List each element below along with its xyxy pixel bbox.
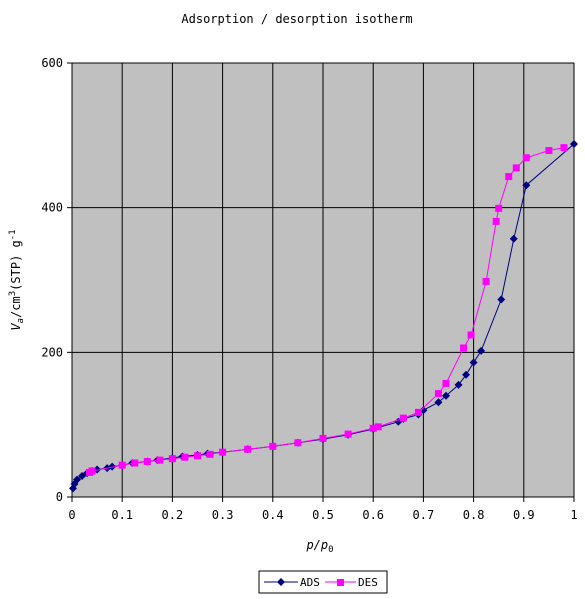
data-point-des (505, 173, 513, 181)
data-point-des (482, 277, 490, 285)
data-point-des (181, 453, 189, 461)
data-point-des (294, 439, 302, 447)
data-point-des (344, 430, 352, 438)
data-point-ads (73, 475, 82, 484)
data-point-des (269, 442, 277, 450)
data-point-ads (477, 346, 486, 355)
y-tick-label: 200 (41, 345, 63, 359)
data-point-des (522, 154, 530, 162)
x-tick-labels: 0 0.1 0.2 0.3 0.4 0.5 0.6 0.7 0.8 0.9 1 (68, 508, 577, 522)
y-tick-label: 400 (41, 201, 63, 215)
data-point-des (194, 452, 201, 460)
y-tick-label: 0 (56, 490, 63, 504)
data-point-ads (454, 380, 463, 389)
data-point-des (399, 414, 407, 422)
x-tick-label: 0 (68, 508, 75, 522)
x-tick-label: 0.6 (362, 508, 384, 522)
data-point-ads (108, 462, 117, 471)
data-point-des (495, 204, 503, 212)
data-point-des (118, 461, 126, 469)
data-point-ads (509, 234, 518, 243)
data-point-des (168, 455, 176, 463)
data-point-des (244, 445, 252, 453)
data-point-des (143, 458, 151, 466)
data-point-des (374, 423, 382, 431)
data-point-des (369, 424, 377, 432)
x-tick-label: 0.3 (212, 508, 234, 522)
x-tick-label: 1 (570, 508, 577, 522)
data-point-des (467, 331, 475, 339)
data-point-ads (441, 391, 450, 400)
data-point-des (560, 144, 568, 152)
data-point-des (545, 147, 553, 155)
data-point-ads (497, 295, 506, 304)
data-point-ads (570, 140, 578, 149)
data-point-des (442, 379, 450, 387)
x-tick-label: 0.2 (162, 508, 184, 522)
data-point-des (156, 456, 164, 464)
data-point-ads (469, 358, 478, 367)
data-point-des (206, 450, 214, 458)
x-tick-label: 0.9 (513, 508, 535, 522)
data-point-des (460, 344, 468, 352)
legend-des-label: DES (358, 576, 378, 589)
legend-des-marker (337, 579, 344, 586)
y-tick-label: 600 (41, 56, 63, 70)
chart-title: Adsorption / desorption isotherm (181, 12, 412, 26)
series-des (86, 144, 568, 476)
x-tick-label: 0.5 (312, 508, 334, 522)
data-point-ads (462, 370, 471, 379)
data-point-des (492, 217, 500, 225)
grid-lines (67, 62, 575, 502)
x-tick-label: 0.8 (463, 508, 485, 522)
data-point-ads (434, 398, 443, 407)
y-tick-labels: 0 200 400 600 (41, 56, 63, 504)
series-layer (69, 140, 578, 493)
legend: ADS DES (258, 570, 388, 594)
data-point-des (131, 459, 139, 467)
data-point-des (88, 467, 96, 475)
data-point-des (434, 390, 442, 398)
svg-text:Va/cm3(STP) g-1: Va/cm3(STP) g-1 (8, 229, 26, 330)
legend-box (258, 570, 388, 594)
x-tick-label: 0.4 (262, 508, 284, 522)
data-point-des (414, 408, 422, 416)
legend-ads-label: ADS (300, 576, 320, 589)
y-axis-label: Va/cm3(STP) g-1 (8, 229, 26, 330)
x-tick-label: 0.7 (413, 508, 435, 522)
data-point-des (219, 448, 227, 456)
x-tick-label: 0.1 (111, 508, 133, 522)
data-point-ads (522, 181, 531, 190)
data-point-des (319, 434, 327, 442)
x-axis-label: p/p0 (305, 538, 333, 555)
data-point-des (512, 164, 520, 172)
legend-ads-marker (277, 578, 285, 586)
